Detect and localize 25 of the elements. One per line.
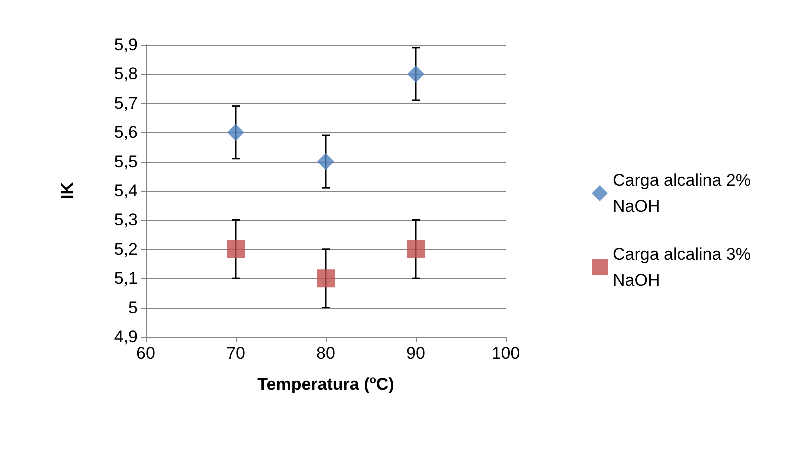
- x-tick-label: 100: [492, 344, 520, 363]
- point: [407, 240, 425, 258]
- x-tick-label: 60: [136, 344, 156, 363]
- point: [227, 240, 245, 258]
- y-axis-title: IK: [58, 182, 77, 200]
- y-tick-label: 5,8: [114, 64, 138, 84]
- point: [317, 270, 335, 288]
- y-tick-label: 5,6: [114, 123, 138, 142]
- legend-label: Carga alcalina 3% NaOH: [613, 245, 756, 290]
- legend-label: Carga alcalina 2% NaOH: [613, 171, 756, 216]
- y-tick-label: 5,1: [114, 269, 138, 288]
- x-tick-label: 80: [316, 344, 336, 363]
- point: [408, 66, 424, 83]
- y-tick-label: 5,7: [114, 94, 138, 113]
- y-tick-label: 5,5: [114, 152, 138, 172]
- y-tick-label: 5: [128, 298, 138, 318]
- point: [318, 153, 334, 170]
- y-tick-label: 5,9: [114, 36, 138, 54]
- y-tick-label: 5,2: [114, 240, 138, 259]
- x-tick-label: 90: [406, 344, 426, 363]
- point: [228, 124, 244, 142]
- y-tick-label: 4,9: [114, 328, 138, 346]
- y-tick-label: 5,3: [114, 210, 138, 230]
- x-tick-label: 70: [226, 344, 246, 363]
- y-tick-label: 5,4: [114, 182, 138, 200]
